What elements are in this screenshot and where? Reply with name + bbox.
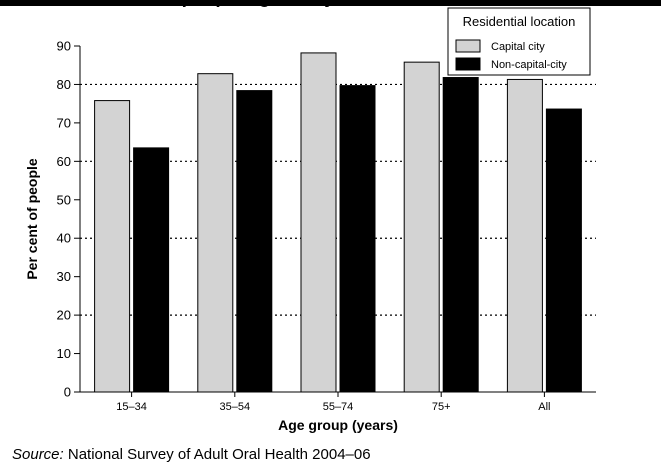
chart-title: people aged 15 years and over — [182, 0, 459, 8]
bar-capital — [300, 52, 337, 393]
y-tick-label: 30 — [57, 269, 71, 284]
bars — [94, 52, 582, 393]
bar-noncapital — [339, 85, 376, 393]
legend-label-noncapital: Non-capital-city — [491, 59, 567, 71]
y-axis-label: Per cent of people — [24, 158, 40, 280]
x-ticks: 15–34 35–54 55–74 75+ All — [116, 392, 551, 413]
y-tick-label: 80 — [57, 77, 71, 92]
x-tick-label: 35–54 — [220, 401, 251, 413]
x-axis-label: Age group (years) — [278, 417, 398, 433]
source-note: Source: National Survey of Adult Oral He… — [12, 446, 371, 463]
y-tick-label: 20 — [57, 308, 71, 323]
y-tick-label: 0 — [64, 385, 71, 400]
y-tick-label: 70 — [57, 115, 71, 130]
x-tick-label: 55–74 — [323, 401, 354, 413]
y-tick-label: 10 — [57, 346, 71, 361]
legend: Residential location Capital city Non-ca… — [447, 7, 591, 76]
bar-capital — [94, 100, 131, 393]
x-tick-label: All — [538, 401, 550, 413]
bar-noncapital — [442, 77, 479, 393]
y-tick-label: 40 — [57, 231, 71, 246]
x-tick-label: 15–34 — [116, 401, 147, 413]
title-band — [0, 0, 661, 6]
bar-capital — [506, 78, 543, 393]
x-tick-label: 75+ — [432, 401, 451, 413]
bar-capital — [403, 61, 440, 393]
source-text: National Survey of Adult Oral Health 200… — [63, 446, 371, 463]
legend-swatch-capital — [455, 39, 481, 53]
legend-label-capital: Capital city — [491, 41, 545, 53]
source-label: Source: — [12, 446, 64, 463]
y-tick-label: 60 — [57, 154, 71, 169]
y-ticks: 0 10 20 30 40 50 60 70 80 90 — [57, 39, 80, 400]
legend-swatch-noncapital — [455, 57, 481, 71]
bar-noncapital — [236, 90, 273, 393]
y-tick-label: 90 — [57, 39, 71, 54]
bar-noncapital — [133, 147, 170, 393]
bar-noncapital — [545, 108, 582, 393]
y-tick-label: 50 — [57, 192, 71, 207]
legend-title: Residential location — [463, 14, 576, 29]
bar-capital — [197, 73, 234, 393]
